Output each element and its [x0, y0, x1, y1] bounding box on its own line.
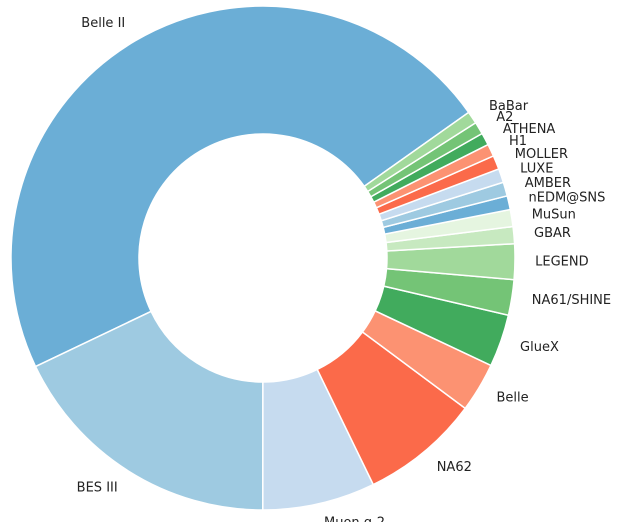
slice: [10, 5, 470, 368]
slice-label: Muon g-2: [324, 516, 385, 522]
slice-label: GBAR: [534, 226, 571, 241]
slice-label: NA61/SHINE: [532, 293, 611, 308]
slice-label: AMBER: [525, 176, 571, 191]
slice-label: LUXE: [520, 161, 553, 176]
slice-label: Belle: [496, 390, 528, 405]
slice-label: BES III: [77, 481, 118, 496]
slice-label: ATHENA: [503, 122, 556, 137]
slice-label: MOLLER: [515, 147, 568, 162]
slice-label: A2: [496, 110, 513, 125]
slice: [34, 310, 264, 511]
slice-label: NA62: [437, 460, 472, 475]
slice-label: Belle II: [81, 16, 125, 31]
slice-label: BaBar: [489, 99, 529, 114]
slice-label: GlueX: [520, 340, 559, 355]
slice-label: nEDM@SNS: [529, 191, 606, 206]
slice: [363, 111, 477, 193]
slice-label: MuSun: [532, 207, 576, 222]
slice-label: H1: [509, 134, 527, 149]
slice-label: LEGEND: [535, 255, 588, 270]
